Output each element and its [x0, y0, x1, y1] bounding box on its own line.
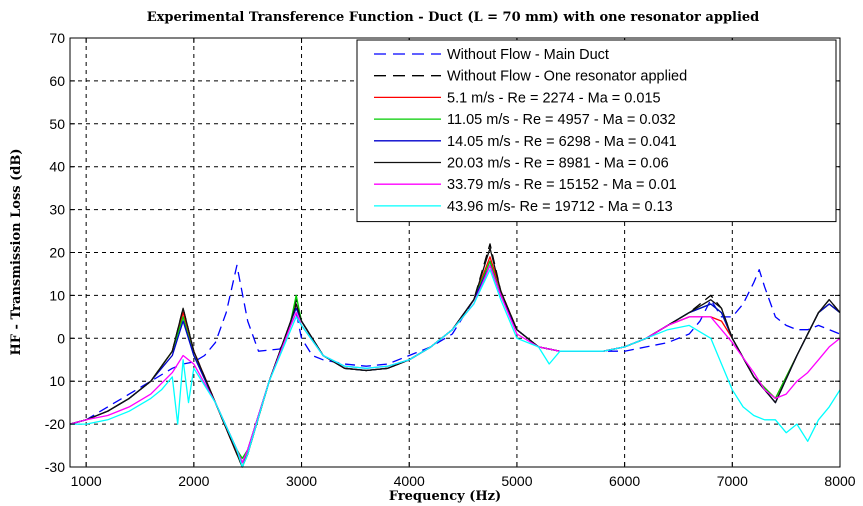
series-line-3 [69, 256, 841, 464]
y-tick-label: -30 [45, 459, 65, 475]
y-tick-label: -20 [45, 416, 65, 432]
x-tick-label: 4000 [394, 473, 425, 489]
axes-frame [69, 37, 841, 468]
chart-title: Experimental Transference Function - Duc… [147, 10, 760, 25]
legend: Without Flow - Main Duct Without Flow - O… [356, 39, 837, 223]
legend-label-6: 20.03 m/s - Re = 8981 - Ma = 0.06 [447, 156, 669, 172]
y-axis-label: HF - Transmission Loss (dB) [9, 148, 24, 355]
legend-label-5: 14.05 m/s - Re = 6298 - Ma = 0.041 [447, 134, 677, 150]
legend-label-4: 11.05 m/s - Re = 4957 - Ma = 0.032 [447, 112, 676, 128]
y-tick-label: 10 [49, 287, 65, 303]
x-tick-label: 2000 [178, 473, 209, 489]
y-tick-label: 70 [49, 30, 65, 46]
x-tick-label: 1000 [71, 473, 102, 489]
legend-label-8: 43.96 m/s- Re = 19712 - Ma = 0.13 [447, 199, 673, 215]
y-tick-label: 30 [49, 202, 65, 218]
x-tick-label: 5000 [501, 473, 532, 489]
y-tick-label: 40 [49, 159, 65, 175]
x-tick-label: 6000 [609, 473, 640, 489]
legend-label-3: 5.1 m/s - Re = 2274 - Ma = 0.015 [447, 90, 661, 106]
axis-ticks: 1000 2000 3000 4000 5000 6000 7000 8000 -30 -20 10… [45, 30, 856, 489]
y-tick-label: 20 [49, 245, 65, 261]
y-tick-label: 60 [49, 73, 65, 89]
legend-box [356, 39, 837, 223]
x-axis-label: Frequency (Hz) [389, 489, 501, 504]
x-tick-label: 7000 [717, 473, 748, 489]
series-line-4 [69, 260, 841, 460]
legend-label-2: Without Flow - One resonator applied [447, 69, 687, 85]
series-line-8 [70, 269, 841, 468]
series-line-2 [69, 243, 841, 468]
y-tick-label: 0 [57, 330, 65, 346]
x-tick-label: 3000 [286, 473, 317, 489]
y-tick-label: 50 [49, 116, 65, 132]
plot-area [69, 243, 841, 468]
y-tick-label: 10 [49, 373, 65, 389]
x-tick-label: 8000 [824, 473, 855, 489]
legend-label-1: Without Flow - Main Duct [447, 47, 609, 63]
legend-label-7: 33.79 m/s - Re = 15152 - Ma = 0.01 [447, 177, 677, 193]
series-line-1 [69, 260, 841, 425]
